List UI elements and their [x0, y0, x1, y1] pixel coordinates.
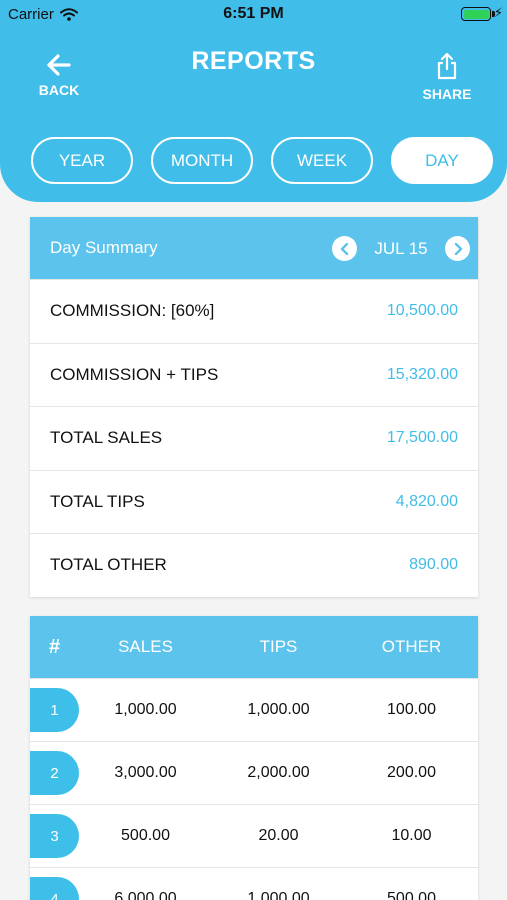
- table-row[interactable]: 2 3,000.00 2,000.00 200.00: [30, 741, 478, 804]
- summary-label: TOTAL OTHER: [50, 555, 167, 575]
- summary-row-commission-tips: COMMISSION + TIPS 15,320.00: [30, 342, 478, 407]
- cell-tips: 1,000.00: [247, 890, 310, 900]
- row-number-badge: 4: [30, 877, 79, 900]
- status-time: 6:51 PM: [223, 5, 284, 22]
- row-number-badge: 1: [30, 688, 79, 732]
- date-navigator: JUL 15: [332, 236, 470, 261]
- column-header-tips: TIPS: [259, 637, 298, 656]
- page-title: REPORTS: [191, 47, 316, 75]
- cell-other: 100.00: [387, 701, 436, 718]
- table-header: # SALES TIPS OTHER: [30, 616, 478, 678]
- cell-tips: 20.00: [258, 827, 299, 844]
- summary-header: Day Summary JUL 15: [30, 217, 478, 279]
- wifi-icon: [59, 8, 78, 21]
- cell-sales: 3,000.00: [114, 764, 177, 781]
- summary-row-total-tips: TOTAL TIPS 4,820.00: [30, 469, 478, 534]
- cell-tips: 1,000.00: [247, 701, 310, 718]
- charging-icon: ⚡: [493, 5, 503, 20]
- summary-value: 17,500.00: [386, 429, 458, 447]
- summary-label: TOTAL SALES: [50, 428, 163, 448]
- carrier: Carrier: [8, 6, 78, 23]
- column-header-sales: SALES: [118, 637, 173, 656]
- cell-sales: 1,000.00: [114, 701, 177, 718]
- table-row[interactable]: 1 1,000.00 1,000.00 100.00: [30, 678, 478, 741]
- summary-row-total-other: TOTAL OTHER 890.00: [30, 533, 478, 597]
- cell-other: 200.00: [387, 764, 436, 781]
- next-date-button[interactable]: [445, 236, 470, 261]
- period-tabs: YEAR MONTH WEEK DAY: [31, 137, 493, 184]
- cell-other: 500.00: [387, 890, 436, 900]
- summary-label: COMMISSION: [60%]: [50, 301, 215, 321]
- row-number-badge: 3: [30, 814, 79, 858]
- tab-day[interactable]: DAY: [391, 137, 493, 184]
- cell-tips: 2,000.00: [247, 764, 310, 781]
- battery-level: [463, 9, 489, 19]
- summary-value: 4,820.00: [395, 492, 458, 510]
- chevron-left-icon: [340, 242, 348, 255]
- tab-year[interactable]: YEAR: [31, 137, 133, 184]
- arrow-left-icon: [47, 54, 71, 76]
- carrier-label: Carrier: [8, 6, 54, 23]
- prev-date-button[interactable]: [332, 236, 357, 261]
- cell-sales: 6,000.00: [114, 890, 177, 900]
- app-header: REPORTS BACK SHARE YEAR MONTH WEEK DAY: [0, 0, 507, 202]
- entries-table: # SALES TIPS OTHER 1 1,000.00 1,000.00 1…: [30, 616, 478, 900]
- current-date: JUL 15: [374, 238, 428, 258]
- summary-value: 890.00: [409, 556, 458, 574]
- back-button[interactable]: BACK: [36, 54, 82, 98]
- summary-row-commission: COMMISSION: [60%] 10,500.00: [30, 279, 478, 343]
- summary-value: 15,320.00: [386, 365, 458, 383]
- column-header-other: OTHER: [381, 637, 442, 656]
- cell-other: 10.00: [391, 827, 432, 844]
- summary-label: TOTAL TIPS: [50, 491, 145, 511]
- share-button[interactable]: SHARE: [417, 52, 477, 102]
- summary-row-total-sales: TOTAL SALES 17,500.00: [30, 406, 478, 470]
- chevron-right-icon: [454, 242, 462, 255]
- battery-icon: [461, 7, 495, 21]
- back-label: BACK: [38, 82, 80, 98]
- share-label: SHARE: [422, 86, 472, 102]
- status-bar: Carrier 6:51 PM ⚡: [0, 0, 507, 28]
- summary-title: Day Summary: [50, 238, 158, 257]
- cell-sales: 500.00: [121, 827, 170, 844]
- row-number-badge: 2: [30, 751, 79, 795]
- table-row[interactable]: 3 500.00 20.00 10.00: [30, 804, 478, 867]
- summary-label: COMMISSION + TIPS: [50, 364, 219, 384]
- column-header-number: #: [48, 635, 61, 658]
- day-summary-card: Day Summary JUL 15 COMMISSION: [60%] 10,…: [30, 217, 478, 597]
- summary-value: 10,500.00: [386, 302, 458, 320]
- table-row[interactable]: 4 6,000.00 1,000.00 500.00: [30, 867, 478, 900]
- share-icon: [437, 52, 457, 80]
- tab-month[interactable]: MONTH: [151, 137, 253, 184]
- tab-week[interactable]: WEEK: [271, 137, 373, 184]
